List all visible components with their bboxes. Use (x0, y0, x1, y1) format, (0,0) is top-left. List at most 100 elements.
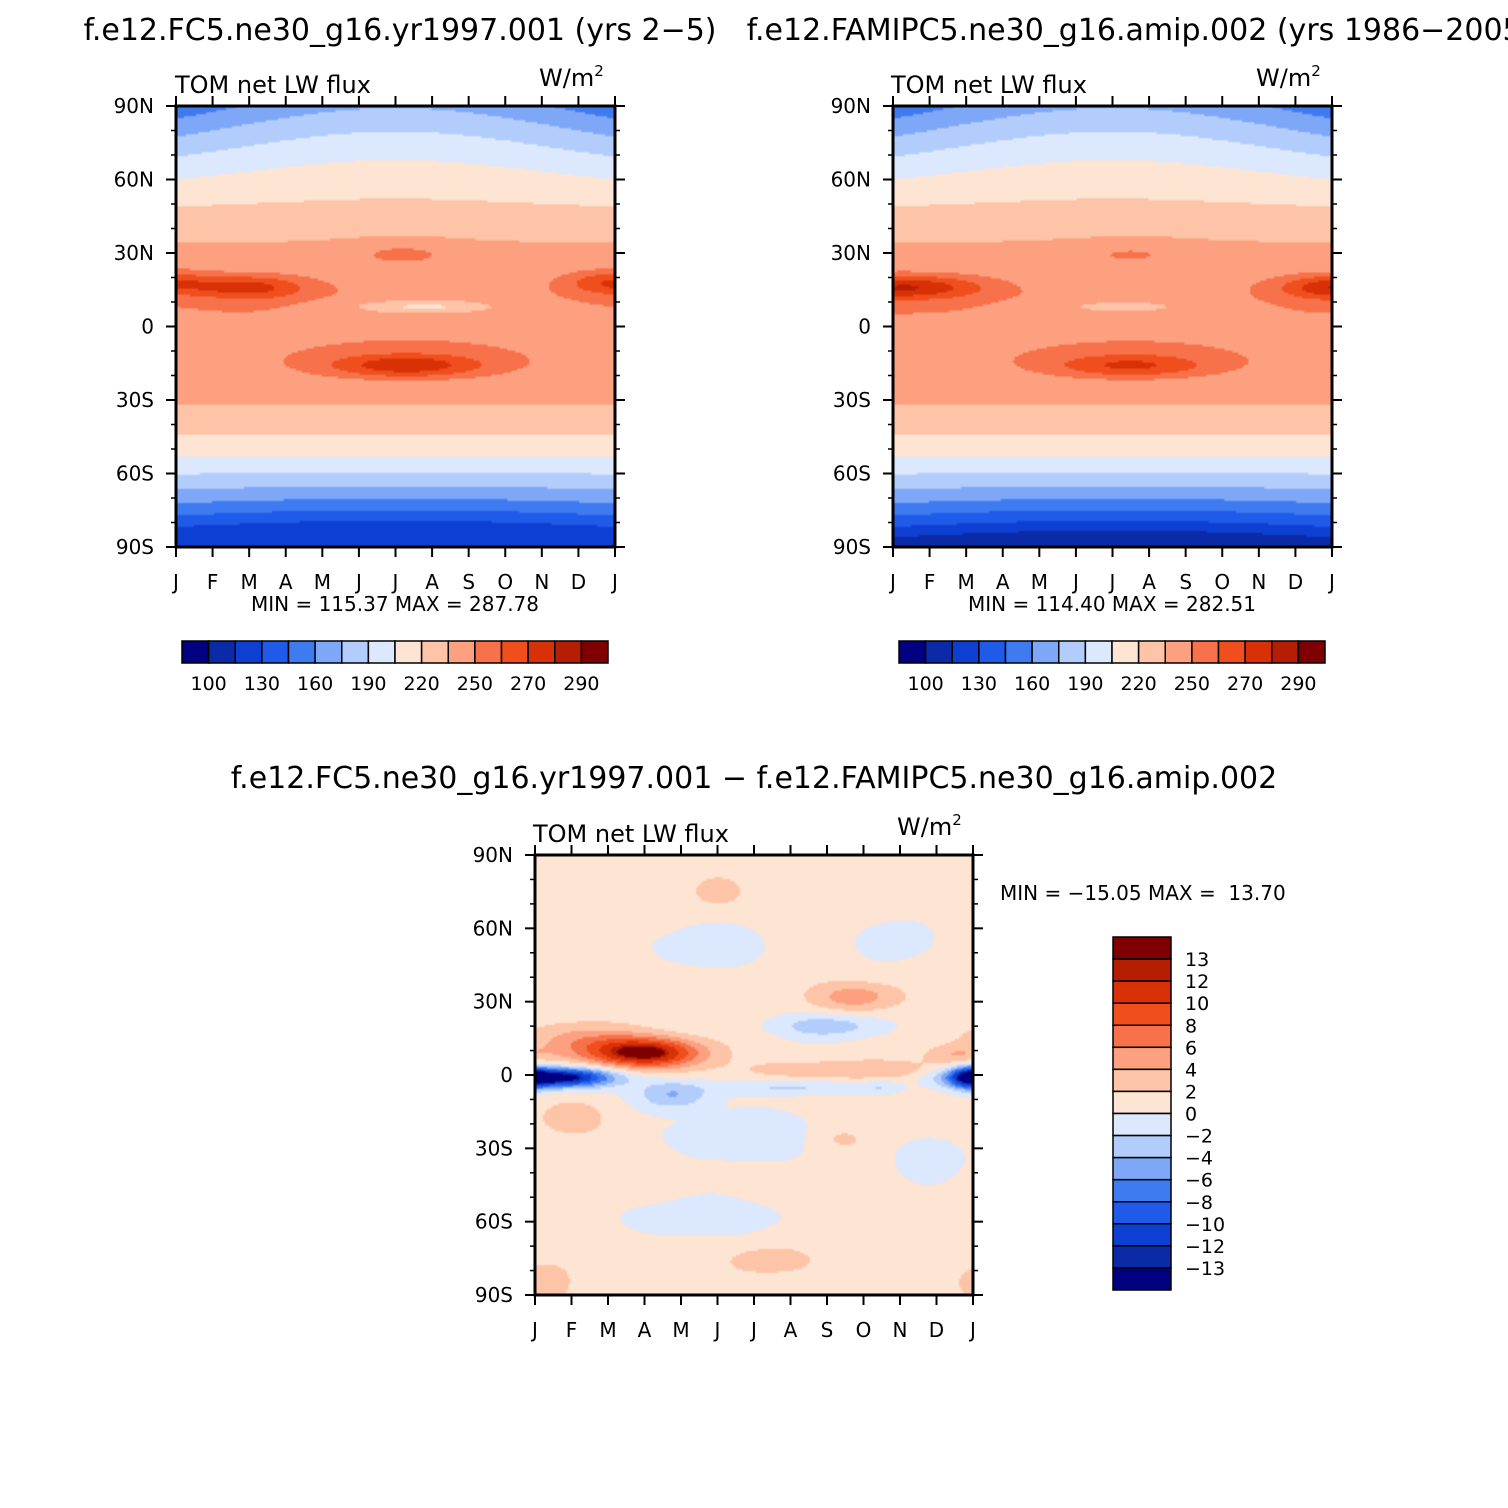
x-tick-label: J (354, 570, 362, 594)
colorbar-label: 10 (1185, 993, 1209, 1015)
colorbar-label: 270 (1227, 673, 1263, 695)
panel-2-colorbar: 100 130 160 190 220 250 270 290 (898, 640, 1326, 695)
x-tick-label: M (1031, 570, 1048, 594)
colorbar-swatch (1058, 640, 1087, 664)
panel-1: f.e12.FC5.ne30_g16.yr1997.001 (yrs 2−5) … (83, 13, 716, 695)
y-tick-label: 60N (831, 168, 871, 192)
colorbar-label: 0 (1185, 1104, 1197, 1126)
colorbar-swatch (1112, 1178, 1172, 1203)
panel-difference: f.e12.FC5.ne30_g16.yr1997.001 − f.e12.FA… (231, 761, 1286, 1342)
x-tick-label: J (713, 1318, 721, 1342)
colorbar-swatch (1031, 640, 1060, 664)
panel-1-colorbar: 100 130 160 190 220 250 270 290 (181, 640, 609, 695)
x-tick-label: S (1179, 570, 1192, 594)
x-tick-label: M (958, 570, 975, 594)
panel-2-contour-field (893, 106, 1332, 547)
y-tick-label: 90N (114, 94, 154, 118)
panel-1-variable-label: TOM net LW flux (174, 71, 371, 99)
colorbar-swatch (1112, 1245, 1172, 1269)
panel-1-units: W/m2 (539, 62, 604, 92)
x-tick-label: M (599, 1318, 616, 1342)
x-tick-label: A (1142, 570, 1156, 594)
colorbar-swatch (1112, 1002, 1172, 1026)
colorbar-swatch (924, 640, 953, 664)
panel-1-min-max: MIN = 115.37 MAX = 287.78 (251, 592, 539, 616)
panel-2-variable-label: TOM net LW flux (890, 71, 1087, 99)
colorbar-swatch (1111, 640, 1140, 664)
colorbar-label: 13 (1185, 949, 1209, 971)
y-tick-label: 0 (141, 315, 154, 339)
colorbar-label: −12 (1185, 1236, 1225, 1258)
y-tick-label: 60S (475, 1210, 513, 1234)
panel-1-title: f.e12.FC5.ne30_g16.yr1997.001 (yrs 2−5) (83, 13, 716, 48)
x-tick-label: J (888, 570, 896, 594)
panel-2-y-axis: 90N 60N 30N 0 30S 60S 90S (831, 94, 1342, 559)
x-tick-label: J (610, 570, 618, 594)
x-tick-label: F (207, 570, 219, 594)
colorbar-label: 290 (1280, 673, 1316, 695)
colorbar-label: 100 (907, 673, 943, 695)
y-tick-label: 30S (116, 388, 154, 412)
colorbar-swatch (527, 640, 556, 664)
x-tick-label: F (566, 1318, 578, 1342)
colorbar-swatch (1137, 640, 1166, 664)
x-tick-label: M (314, 570, 331, 594)
colorbar-swatch (394, 640, 423, 664)
x-tick-label: D (571, 570, 586, 594)
colorbar-swatch (420, 640, 449, 664)
colorbar-label: 290 (563, 673, 599, 695)
x-tick-label: O (497, 570, 513, 594)
colorbar-swatch (1271, 640, 1300, 664)
x-tick-label: O (1214, 570, 1230, 594)
panel-difference-min-max: MIN = −15.05 MAX = 13.70 (1000, 881, 1286, 905)
y-tick-label: 90S (116, 535, 154, 559)
colorbar-swatch (1112, 1267, 1172, 1291)
colorbar-swatch (1191, 640, 1220, 664)
colorbar-swatch (1112, 1156, 1172, 1181)
colorbar-swatch (1112, 1046, 1172, 1071)
y-tick-label: 30N (831, 241, 871, 265)
colorbar-label: 8 (1185, 1015, 1197, 1037)
colorbar-label: 2 (1185, 1081, 1197, 1103)
x-tick-label: N (1251, 570, 1266, 594)
colorbar-swatch (1112, 936, 1172, 960)
colorbar-swatch (898, 640, 927, 664)
colorbar-label: 190 (350, 673, 386, 695)
colorbar-swatch (1112, 1068, 1172, 1093)
panel-difference-title: f.e12.FC5.ne30_g16.yr1997.001 − f.e12.FA… (231, 761, 1277, 796)
x-tick-label: M (672, 1318, 689, 1342)
colorbar-label: −6 (1185, 1170, 1213, 1192)
colorbar-label: −2 (1185, 1126, 1213, 1148)
x-tick-label: J (171, 570, 179, 594)
colorbar-swatch (978, 640, 1007, 664)
colorbar-swatch (951, 640, 980, 664)
y-tick-label: 60N (473, 916, 513, 940)
x-tick-label: J (1327, 570, 1335, 594)
colorbar-label: 130 (244, 673, 280, 695)
colorbar-label: −10 (1185, 1214, 1225, 1236)
colorbar-swatch (314, 640, 343, 664)
y-tick-label: 60S (833, 462, 871, 486)
x-tick-label: O (856, 1318, 872, 1342)
x-tick-label: J (1108, 570, 1116, 594)
colorbar-swatch (1217, 640, 1246, 664)
colorbar-swatch (554, 640, 583, 664)
colorbar-label: 190 (1067, 673, 1103, 695)
y-tick-label: 30N (473, 990, 513, 1014)
colorbar-swatch (580, 640, 609, 664)
colorbar-label: 130 (961, 673, 997, 695)
panel-2-units: W/m2 (1256, 62, 1321, 92)
colorbar-label: 250 (1174, 673, 1210, 695)
colorbar-swatch (1112, 980, 1172, 1004)
y-tick-label: 90S (833, 535, 871, 559)
x-tick-label: J (1071, 570, 1079, 594)
x-tick-label: F (924, 570, 936, 594)
panel-difference-contour-field (535, 855, 973, 1295)
colorbar-swatch (1112, 1090, 1172, 1115)
panel-difference-y-axis: 90N 60N 30N 0 30S 60S 90S (473, 843, 983, 1307)
